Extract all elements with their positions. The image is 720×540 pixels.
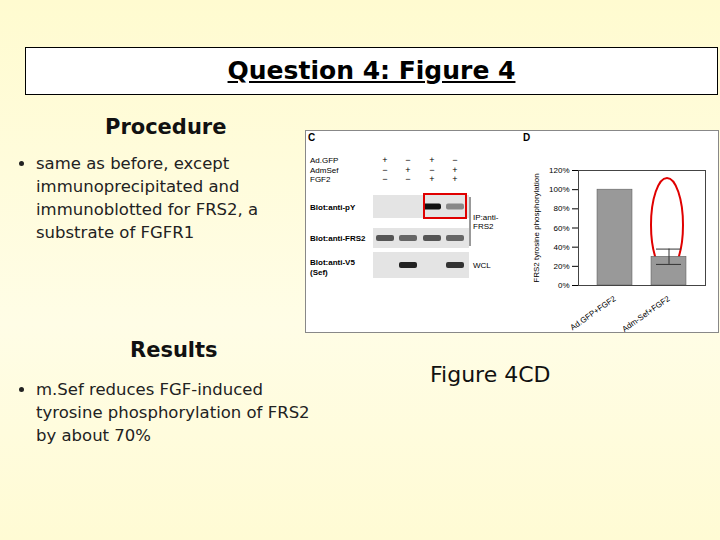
- svg-text:IP:anti-: IP:anti-: [473, 213, 499, 222]
- svg-text:C: C: [308, 132, 315, 143]
- svg-text:Blot:anti-FRS2: Blot:anti-FRS2: [310, 234, 366, 243]
- html-text:immunoprecipitated and: immunoprecipitated and: [36, 177, 240, 196]
- svg-text:−: −: [405, 174, 410, 184]
- html-text:Question 4: Figure 4: Question 4: Figure 4: [227, 56, 516, 85]
- svg-text:100%: 100%: [549, 185, 569, 194]
- html-text:by about 70%: by about 70%: [36, 426, 151, 445]
- svg-text:Ad.GFP: Ad.GFP: [310, 156, 338, 165]
- svg-text:Ad.GFP+FGF2: Ad.GFP+FGF2: [569, 294, 618, 332]
- svg-text:Blot:anti-V5: Blot:anti-V5: [310, 258, 355, 267]
- html-text:m.Sef reduces FGF-induced: m.Sef reduces FGF-induced: [36, 380, 263, 399]
- svg-text:Blot:anti-pY: Blot:anti-pY: [310, 203, 356, 212]
- html-text:Procedure: Procedure: [105, 115, 227, 139]
- svg-text:−: −: [405, 155, 410, 165]
- html-text:Figure 4CD: Figure 4CD: [430, 362, 551, 387]
- svg-text:(Sef): (Sef): [310, 268, 328, 277]
- svg-text:FGF2: FGF2: [310, 175, 331, 184]
- svg-text:FRS2: FRS2: [473, 222, 494, 231]
- svg-text:40%: 40%: [553, 243, 569, 252]
- svg-text:60%: 60%: [553, 224, 569, 233]
- svg-text:WCL: WCL: [473, 261, 491, 270]
- html-text:immunoblotted for FRS2, a: immunoblotted for FRS2, a: [36, 200, 259, 219]
- svg-text:+: +: [429, 174, 434, 184]
- svg-text:−: −: [429, 165, 434, 175]
- html-text:tyrosine phosphorylation of FR: tyrosine phosphorylation of FRS2: [36, 403, 310, 422]
- html-text:substrate of FGFR1: substrate of FGFR1: [36, 223, 195, 242]
- svg-text:AdmSef: AdmSef: [310, 166, 339, 175]
- svg-text:+: +: [452, 174, 457, 184]
- svg-text:+: +: [405, 165, 410, 175]
- svg-text:FRS2 tyrosine phosphorylation: FRS2 tyrosine phosphorylation: [532, 173, 541, 282]
- svg-text:120%: 120%: [549, 166, 569, 175]
- svg-text:+: +: [382, 155, 387, 165]
- svg-text:−: −: [382, 165, 387, 175]
- svg-text:20%: 20%: [553, 262, 569, 271]
- svg-text:D: D: [523, 132, 530, 143]
- svg-text:−: −: [452, 155, 457, 165]
- html-text:same as before, except: same as before, except: [36, 154, 230, 173]
- svg-text:Adm-Sef+FGF2: Adm-Sef+FGF2: [620, 294, 672, 334]
- svg-text:+: +: [429, 155, 434, 165]
- svg-text:−: −: [382, 174, 387, 184]
- svg-text:+: +: [452, 165, 457, 175]
- svg-text:0%: 0%: [558, 281, 570, 290]
- html-text:Results: Results: [130, 338, 218, 362]
- svg-text:80%: 80%: [553, 204, 569, 213]
